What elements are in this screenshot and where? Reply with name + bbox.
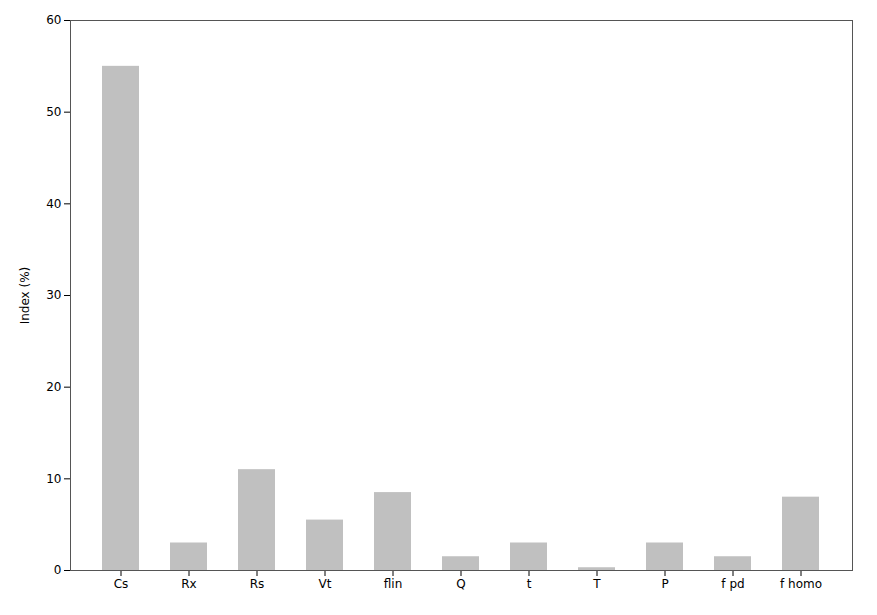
svg-text:Rs: Rs xyxy=(250,577,265,591)
svg-text:20: 20 xyxy=(46,380,61,394)
svg-text:f homo: f homo xyxy=(780,577,822,591)
svg-text:Rx: Rx xyxy=(181,577,196,591)
svg-text:60: 60 xyxy=(46,13,61,27)
svg-text:T: T xyxy=(592,577,601,591)
svg-text:Vt: Vt xyxy=(319,577,332,591)
svg-text:f pd: f pd xyxy=(721,577,744,591)
svg-text:40: 40 xyxy=(46,197,61,211)
svg-text:50: 50 xyxy=(46,105,61,119)
svg-text:0: 0 xyxy=(54,563,62,577)
svg-text:Cs: Cs xyxy=(114,577,129,591)
svg-text:Q: Q xyxy=(456,577,465,591)
svg-text:Index (%): Index (%) xyxy=(18,267,32,325)
svg-text:10: 10 xyxy=(46,472,61,486)
svg-text:t: t xyxy=(527,577,532,591)
svg-text:P: P xyxy=(661,577,668,591)
svg-text:30: 30 xyxy=(46,288,61,302)
svg-text:flin: flin xyxy=(384,577,403,591)
